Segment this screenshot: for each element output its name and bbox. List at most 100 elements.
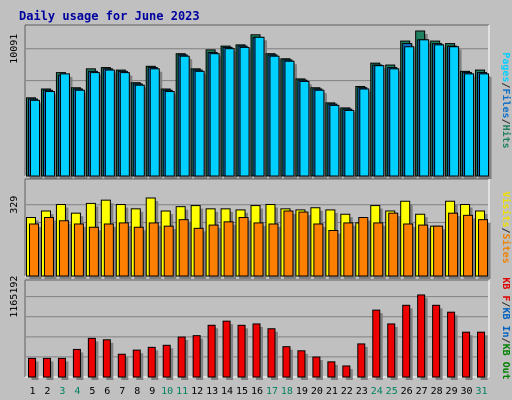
bar-sites (298, 211, 309, 277)
x-tick-label: 30 (461, 386, 473, 397)
bar-sites (223, 221, 234, 277)
bar-sites (193, 227, 204, 277)
x-tick-label: 11 (176, 386, 188, 397)
bar-pages (239, 46, 250, 177)
bar-kb-f (342, 365, 351, 378)
bar-pages (269, 55, 280, 177)
x-tick-label: 3 (59, 386, 65, 397)
bar-kb-f (192, 335, 201, 378)
x-tick-label: 12 (191, 386, 203, 397)
x-tick-label: 16 (251, 386, 263, 397)
bar-kb-f (432, 304, 441, 378)
bar-sites (253, 222, 264, 277)
bar-kb-f (132, 349, 141, 378)
y-axis-max-label: 329 (9, 196, 20, 214)
bar-sites (238, 217, 249, 277)
bar-kb-f (417, 294, 426, 378)
bar-pages (434, 44, 445, 177)
x-tick-label: 6 (104, 386, 110, 397)
y-axis-max-label: 1165192 (9, 276, 20, 318)
legend-entry: / (500, 119, 511, 125)
legend-entry: / (500, 301, 511, 307)
bar-kb-f (312, 356, 321, 378)
bar-pages (374, 65, 385, 177)
bar-kb-f (117, 353, 126, 378)
bar-sites (283, 210, 294, 277)
bar-sites (133, 226, 144, 277)
legend-entry: Visits (500, 191, 512, 227)
bar-pages (344, 109, 355, 177)
bar-kb-f (28, 357, 36, 378)
bar-pages (299, 80, 310, 177)
x-tick-label: 10 (161, 386, 173, 397)
x-tick-label: 22 (341, 386, 353, 397)
bar-pages (284, 60, 295, 177)
bar-sites (403, 223, 414, 277)
bar-sites (373, 222, 384, 277)
bar-kb-f (222, 320, 231, 378)
bar-sites (88, 226, 99, 277)
x-tick-label: 19 (296, 386, 308, 397)
bar-sites (388, 212, 399, 277)
bar-kb-f (357, 343, 366, 378)
x-tick-label: 13 (206, 386, 218, 397)
x-tick-label: 18 (281, 386, 293, 397)
bar-sites (208, 224, 219, 277)
x-tick-label: 21 (326, 386, 338, 397)
bar-pages (59, 73, 70, 177)
bar-sites (118, 222, 129, 277)
x-tick-label: 29 (446, 386, 458, 397)
chart-title: Daily usage for June 2023 (19, 9, 200, 23)
x-tick-label: 1 (29, 386, 35, 397)
legend-entry: / (500, 338, 511, 344)
bar-sites (358, 217, 369, 277)
bar-sites (148, 222, 159, 277)
legend-entry: Pages (500, 52, 511, 82)
panel-legend: KB F/KB In/KB Out (500, 277, 511, 379)
legend-entry: Sites (500, 234, 512, 264)
bar-sites (418, 224, 429, 277)
legend-entry: KB In (500, 307, 511, 337)
bar-sites (478, 219, 489, 277)
bar-sites (463, 214, 474, 277)
panel-legend: Pages/Files/Hits (500, 52, 512, 148)
bar-kb-f (387, 323, 396, 378)
bar-pages (389, 68, 400, 177)
y-axis-max-label: 10091 (9, 34, 20, 64)
bar-kb-f (177, 336, 186, 378)
x-tick-label: 28 (431, 386, 443, 397)
bar-pages (314, 89, 325, 177)
bar-pages (449, 46, 460, 177)
bar-sites (163, 225, 174, 277)
bar-pages (194, 70, 205, 177)
x-tick-label: 9 (149, 386, 155, 397)
x-tick-label: 26 (401, 386, 413, 397)
bar-pages (404, 46, 415, 177)
bar-pages (419, 39, 430, 177)
bar-kb-f (297, 350, 306, 378)
bar-kb-f (237, 324, 246, 378)
x-tick-label: 7 (119, 386, 125, 397)
bar-pages (254, 36, 265, 177)
bar-kb-f (402, 304, 411, 378)
bar-sites (448, 212, 459, 277)
bar-pages (359, 88, 370, 177)
bar-sites (103, 223, 114, 277)
x-tick-label: 17 (266, 386, 278, 397)
bar-kb-f (372, 309, 381, 378)
bar-pages (464, 73, 475, 177)
bar-kb-f (42, 357, 51, 378)
legend-entry: Files (500, 88, 512, 118)
bar-pages (149, 68, 160, 177)
bar-sites (328, 230, 339, 277)
x-axis-day-labels: 1 2 3 4 5 6 7 8 9 10 11 12 13 14 15 16 17 18 19 20 21 22 23 24 2… (29, 386, 487, 397)
legend-entry: Hits (500, 125, 512, 149)
bar-kb-f (252, 323, 261, 378)
x-tick-label: 25 (386, 386, 398, 397)
bar-pages (329, 104, 340, 177)
panel-legend: Visits/Sites (500, 191, 512, 263)
legend-entry: KB Out (500, 344, 511, 380)
